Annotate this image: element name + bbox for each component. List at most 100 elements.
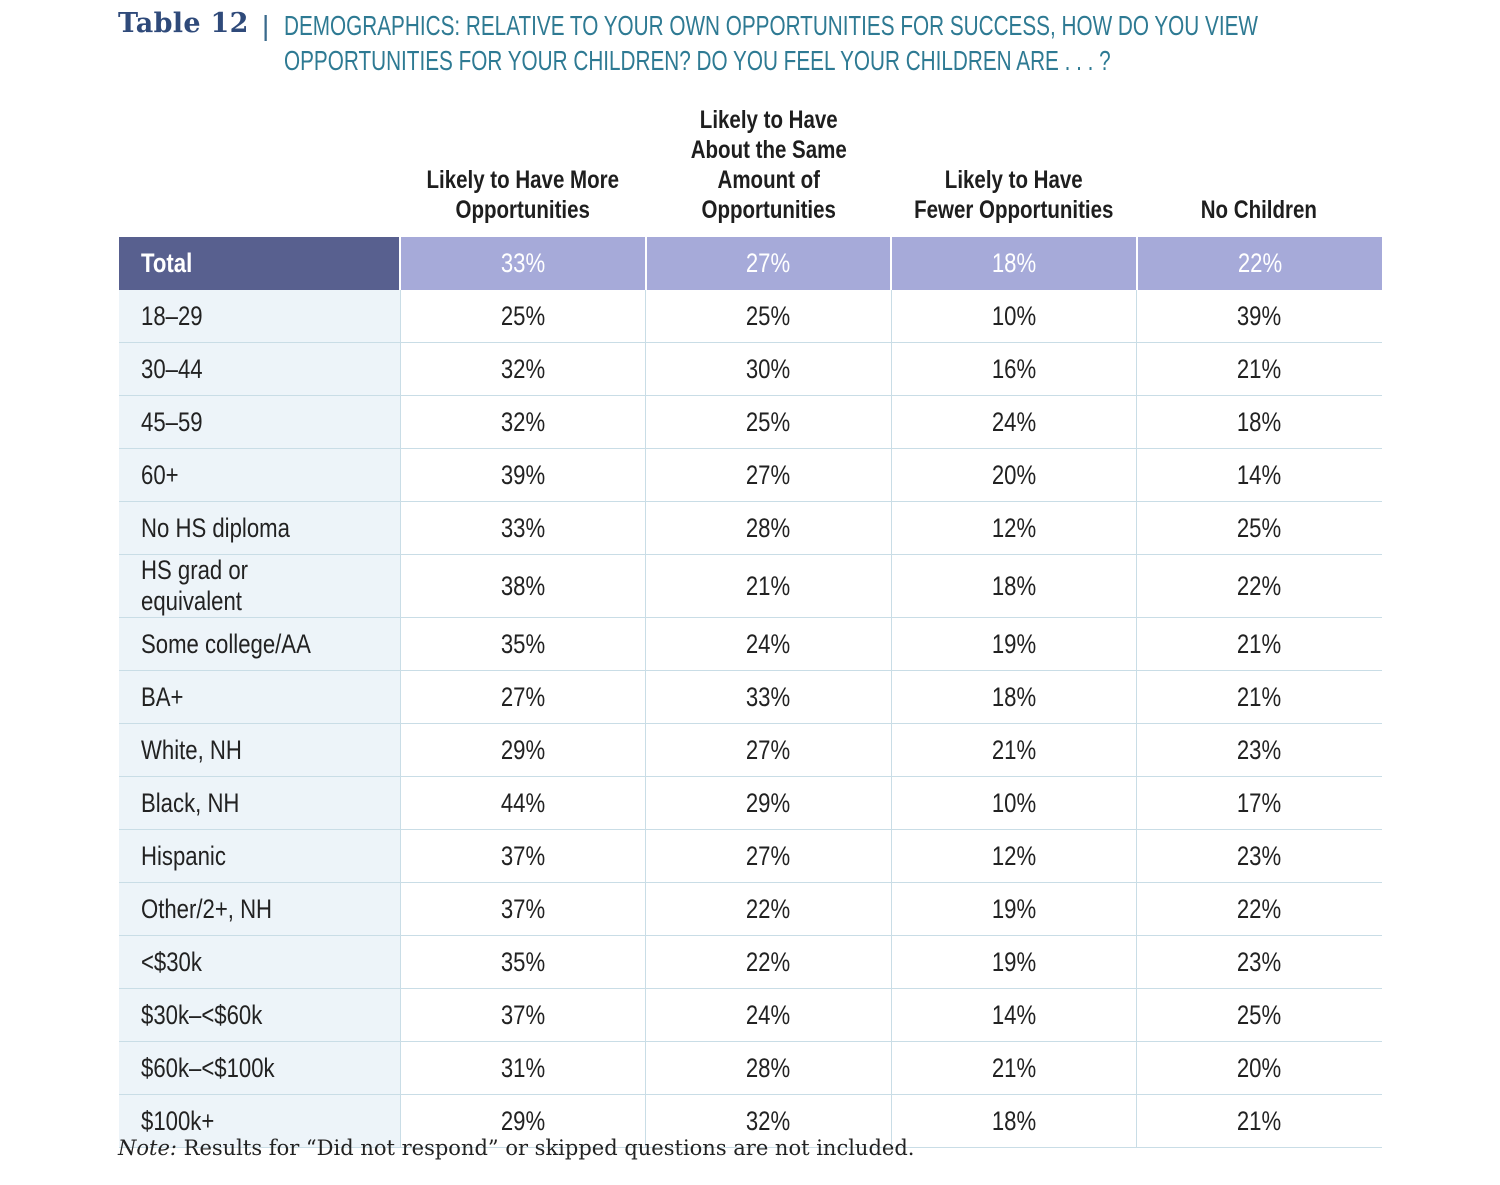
cell-value: 18%: [890, 554, 1137, 618]
cell-value: 23%: [1136, 723, 1382, 777]
cell-value: 37%: [399, 988, 646, 1042]
cell-value: 19%: [890, 935, 1137, 989]
cell-value: 17%: [1136, 776, 1382, 830]
cell-value: 23%: [1136, 829, 1382, 883]
row-label: Black, NH: [119, 776, 401, 830]
cell-value: 27%: [399, 670, 646, 724]
cell-value: 29%: [645, 776, 891, 830]
data-table: Likely to Have More Opportunities Likely…: [119, 105, 1382, 1148]
table-row: White, NH 29% 27% 21% 23%: [119, 723, 1382, 777]
row-label: 60+: [119, 448, 401, 502]
cell-value: 21%: [1136, 670, 1382, 724]
cell-value: 27%: [645, 829, 891, 883]
row-label: $30k–<$60k: [119, 988, 401, 1042]
table-note: Note: Results for “Did not respond” or s…: [118, 1136, 914, 1160]
column-header: No Children: [1201, 196, 1318, 224]
cell-value: 25%: [645, 290, 891, 343]
cell-value: 20%: [890, 448, 1137, 502]
table-row: 60+ 39% 27% 20% 14%: [119, 448, 1382, 502]
cell-value: 37%: [399, 829, 646, 883]
table-caption-line1: DEMOGRAPHICS: RELATIVE TO YOUR OWN OPPOR…: [284, 10, 1258, 41]
cell-value: 23%: [1136, 935, 1382, 989]
cell-value: 24%: [645, 617, 891, 671]
cell-value: 35%: [399, 935, 646, 989]
table-row: $60k–<$100k 31% 28% 21% 20%: [119, 1041, 1382, 1095]
table-row: BA+ 27% 33% 18% 21%: [119, 670, 1382, 724]
row-label: HS grad or equivalent: [119, 554, 401, 618]
cell-value: 10%: [890, 290, 1137, 343]
table-row: 18–29 25% 25% 10% 39%: [119, 290, 1382, 343]
cell-value: 22%: [1136, 882, 1382, 936]
cell-value: 29%: [399, 1094, 646, 1148]
cell-value: 12%: [890, 829, 1137, 883]
cell-value: 27%: [644, 237, 891, 290]
note-prefix: Note:: [118, 1136, 177, 1160]
header-row: Likely to Have More Opportunities Likely…: [119, 105, 1382, 237]
cell-value: 32%: [399, 342, 646, 396]
cell-value: 10%: [890, 776, 1137, 830]
cell-value: 33%: [645, 670, 891, 724]
cell-value: 22%: [645, 935, 891, 989]
cell-value: 39%: [399, 448, 646, 502]
cell-value: 28%: [645, 501, 891, 555]
cell-value: 12%: [890, 501, 1137, 555]
cell-value: 37%: [399, 882, 646, 936]
row-label: Some college/AA: [119, 617, 401, 671]
cell-value: 21%: [890, 1041, 1137, 1095]
column-header: Likely to Have Fewer Opportunities: [914, 166, 1114, 224]
row-label: $60k–<$100k: [119, 1041, 401, 1095]
cell-value: 22%: [1135, 237, 1382, 290]
column-header: Likely to Have More Opportunities: [426, 166, 620, 224]
row-label: <$30k: [119, 935, 401, 989]
table-row: Other/2+, NH 37% 22% 19% 22%: [119, 882, 1382, 936]
cell-value: 19%: [890, 882, 1137, 936]
table-row: Black, NH 44% 29% 10% 17%: [119, 776, 1382, 830]
cell-value: 32%: [645, 1094, 891, 1148]
cell-value: 33%: [399, 237, 646, 290]
cell-value: 33%: [399, 501, 646, 555]
note-text: Results for “Did not respond” or skipped…: [176, 1136, 915, 1160]
cell-value: 25%: [1136, 501, 1382, 555]
table-row: Hispanic 37% 27% 12% 23%: [119, 829, 1382, 883]
table-row: $30k–<$60k 37% 24% 14% 25%: [119, 988, 1382, 1042]
cell-value: 21%: [1136, 1094, 1382, 1148]
table-row: No HS diploma 33% 28% 12% 25%: [119, 501, 1382, 555]
table-row: 45–59 32% 25% 24% 18%: [119, 395, 1382, 449]
total-row: Total 33% 27% 18% 22%: [119, 237, 1382, 290]
cell-value: 27%: [645, 448, 891, 502]
cell-value: 28%: [645, 1041, 891, 1095]
cell-value: 20%: [1136, 1041, 1382, 1095]
cell-value: 18%: [890, 670, 1137, 724]
cell-value: 14%: [1136, 448, 1382, 502]
cell-value: 21%: [1136, 342, 1382, 396]
cell-value: 14%: [890, 988, 1137, 1042]
row-label: Hispanic: [119, 829, 401, 883]
table-caption-line2: OPPORTUNITIES FOR YOUR CHILDREN? DO YOU …: [284, 45, 1111, 76]
cell-value: 24%: [645, 988, 891, 1042]
cell-value: 39%: [1136, 290, 1382, 343]
cell-value: 31%: [399, 1041, 646, 1095]
cell-value: 30%: [645, 342, 891, 396]
cell-value: 32%: [399, 395, 646, 449]
row-label: Total: [119, 237, 400, 290]
table-row: $100k+ 29% 32% 18% 21%: [119, 1094, 1382, 1148]
cell-value: 18%: [1136, 395, 1382, 449]
cell-value: 24%: [890, 395, 1137, 449]
table-number: Table 12: [118, 8, 249, 39]
table-row: Some college/AA 35% 24% 19% 21%: [119, 617, 1382, 671]
row-label: BA+: [119, 670, 401, 724]
cell-value: 21%: [645, 554, 891, 618]
cell-value: 19%: [890, 617, 1137, 671]
cell-value: 16%: [890, 342, 1137, 396]
cell-value: 25%: [399, 290, 646, 343]
table-caption: DEMOGRAPHICS: RELATIVE TO YOUR OWN OPPOR…: [284, 8, 1394, 78]
cell-value: 25%: [645, 395, 891, 449]
cell-value: 35%: [399, 617, 646, 671]
cell-value: 27%: [645, 723, 891, 777]
row-label: 30–44: [119, 342, 401, 396]
cell-value: 44%: [399, 776, 646, 830]
row-label: 45–59: [119, 395, 401, 449]
row-label: $100k+: [119, 1094, 401, 1148]
cell-value: 38%: [399, 554, 646, 618]
cell-value: 18%: [890, 1094, 1137, 1148]
